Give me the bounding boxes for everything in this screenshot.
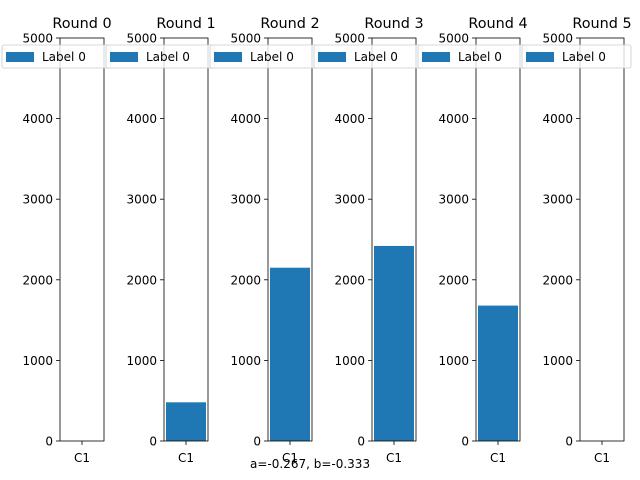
- subplot-title-0: Round 0: [52, 16, 111, 32]
- y-tick-label-5-5000: 5000: [542, 32, 573, 46]
- y-tick-label-5-1000: 1000: [542, 354, 573, 368]
- y-tick-label-2-5000: 5000: [230, 32, 261, 46]
- y-tick-label-1-3000: 3000: [126, 193, 157, 207]
- legend-label-5: Label 0: [562, 50, 606, 64]
- y-tick-label-2-1000: 1000: [230, 354, 261, 368]
- y-tick-label-1-2000: 2000: [126, 273, 157, 287]
- axes-frame-3: [371, 37, 417, 442]
- y-tick-label-5-2000: 2000: [542, 273, 573, 287]
- y-tick-label-4-4000: 4000: [438, 112, 469, 126]
- legend-swatch-3: [318, 52, 346, 62]
- y-tick-label-4-5000: 5000: [438, 32, 469, 46]
- x-tick-label-3: C1: [386, 451, 402, 465]
- y-tick-label-0-3000: 3000: [22, 193, 53, 207]
- y-tick-label-1-0: 0: [149, 435, 157, 449]
- bar-round-4-c1: [478, 305, 518, 441]
- y-tick-label-0-4000: 4000: [22, 112, 53, 126]
- axes-frame-4: [475, 37, 521, 442]
- legend-label-0: Label 0: [42, 50, 86, 64]
- y-tick-label-3-0: 0: [357, 435, 365, 449]
- legend-label-3: Label 0: [354, 50, 398, 64]
- figure-caption: a=-0.267, b=-0.333: [250, 457, 371, 471]
- y-tick-label-3-2000: 2000: [334, 273, 365, 287]
- x-tick-label-4: C1: [490, 451, 506, 465]
- legend-label-2: Label 0: [250, 50, 294, 64]
- subplot-title-1: Round 1: [156, 16, 215, 32]
- y-tick-label-5-0: 0: [565, 435, 573, 449]
- subplot-title-3: Round 3: [364, 16, 423, 32]
- subplot-title-2: Round 2: [260, 16, 319, 32]
- y-tick-label-5-3000: 3000: [542, 193, 573, 207]
- y-tick-label-2-3000: 3000: [230, 193, 261, 207]
- bar-round-2-c1: [270, 267, 310, 441]
- subplot-title-5: Round 5: [572, 16, 631, 32]
- bar-round-3-c1: [374, 245, 414, 441]
- y-tick-label-3-4000: 4000: [334, 112, 365, 126]
- y-tick-label-4-3000: 3000: [438, 193, 469, 207]
- y-tick-label-5-4000: 4000: [542, 112, 573, 126]
- legend-swatch-0: [6, 52, 34, 62]
- y-tick-label-1-5000: 5000: [126, 32, 157, 46]
- y-tick-label-0-1000: 1000: [22, 354, 53, 368]
- legend-label-1: Label 0: [146, 50, 190, 64]
- axes-frame-5: [579, 37, 625, 442]
- legend-swatch-4: [422, 52, 450, 62]
- legend-swatch-2: [214, 52, 242, 62]
- x-tick-label-2: C1: [282, 451, 298, 465]
- y-tick-label-3-5000: 5000: [334, 32, 365, 46]
- y-tick-label-2-2000: 2000: [230, 273, 261, 287]
- legend-swatch-1: [110, 52, 138, 62]
- y-tick-label-1-4000: 4000: [126, 112, 157, 126]
- axes-frame-1: [163, 37, 209, 442]
- y-tick-label-4-2000: 2000: [438, 273, 469, 287]
- y-tick-label-2-4000: 4000: [230, 112, 261, 126]
- axes-frame-2: [267, 37, 313, 442]
- x-tick-label-0: C1: [74, 451, 90, 465]
- y-tick-label-2-0: 0: [253, 435, 261, 449]
- axes-frame-0: [59, 37, 105, 442]
- x-tick-label-1: C1: [178, 451, 194, 465]
- y-tick-label-3-1000: 1000: [334, 354, 365, 368]
- bar-round-1-c1: [166, 402, 206, 441]
- x-tick-label-5: C1: [594, 451, 610, 465]
- y-tick-label-0-0: 0: [45, 435, 53, 449]
- y-tick-label-1-1000: 1000: [126, 354, 157, 368]
- y-tick-label-0-2000: 2000: [22, 273, 53, 287]
- subplot-title-4: Round 4: [468, 16, 527, 32]
- y-tick-label-0-5000: 5000: [22, 32, 53, 46]
- legend-box-5: [521, 44, 632, 69]
- y-tick-label-4-1000: 1000: [438, 354, 469, 368]
- y-tick-label-3-3000: 3000: [334, 193, 365, 207]
- y-tick-label-4-0: 0: [461, 435, 469, 449]
- legend-label-4: Label 0: [458, 50, 502, 64]
- legend-swatch-5: [526, 52, 554, 62]
